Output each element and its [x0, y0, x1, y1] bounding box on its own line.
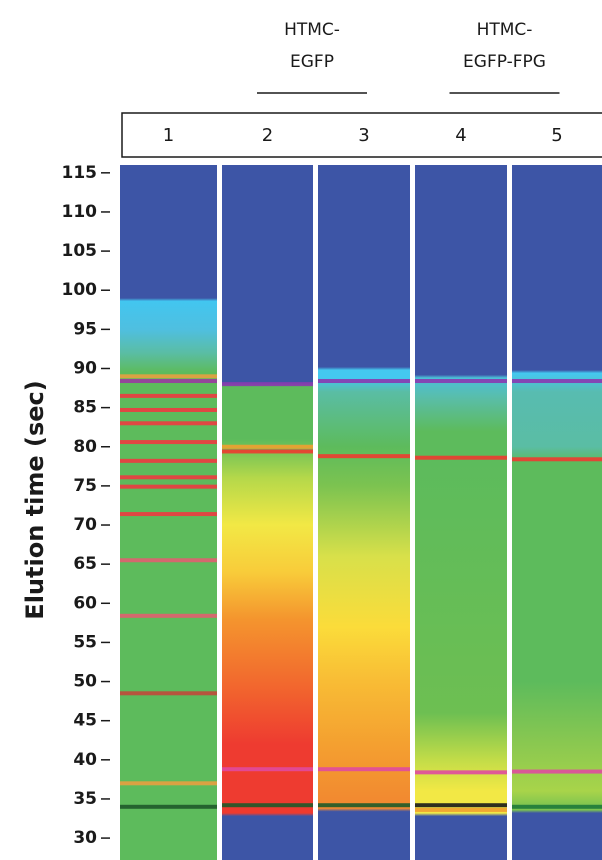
group-label: EGFP — [290, 52, 334, 72]
y-tick-label: 95 — [73, 319, 97, 339]
band — [222, 803, 313, 807]
band — [222, 809, 313, 813]
lane — [512, 165, 602, 860]
y-tick-label: 30 — [73, 828, 97, 848]
band — [415, 803, 507, 807]
band — [120, 558, 217, 562]
y-tick-label: 115 — [62, 163, 98, 183]
y-tick-label: 35 — [73, 789, 97, 809]
y-tick-label: 85 — [73, 398, 97, 418]
band — [512, 770, 602, 774]
y-tick-label: 80 — [73, 437, 97, 457]
y-tick-label: 75 — [73, 476, 97, 496]
y-tick-label: 90 — [73, 358, 97, 378]
band — [120, 408, 217, 412]
y-tick-label: 60 — [73, 593, 97, 613]
band — [120, 440, 217, 444]
gel-figure: Elution time (sec) 303540455055606570758… — [0, 0, 602, 860]
y-tick-label: 55 — [73, 632, 97, 652]
lane-label: 5 — [551, 125, 562, 146]
y-tick-label: 105 — [62, 241, 98, 261]
band — [120, 421, 217, 425]
band — [318, 454, 410, 458]
group-label: HTMC- — [284, 20, 340, 40]
y-tick-label: 70 — [73, 515, 97, 535]
band — [512, 805, 602, 809]
y-tick-label: 65 — [73, 554, 97, 574]
band — [318, 767, 410, 771]
y-tick-label: 40 — [73, 750, 97, 770]
band — [120, 781, 217, 785]
band — [120, 374, 217, 378]
y-axis-label: Elution time (sec) — [21, 380, 49, 619]
band — [120, 459, 217, 463]
y-tick-label: 50 — [73, 672, 97, 692]
lane — [318, 165, 410, 860]
band — [512, 457, 602, 461]
band — [415, 379, 507, 383]
band — [318, 803, 410, 807]
y-tick-label: 110 — [62, 202, 98, 222]
y-tick-label: 45 — [73, 711, 97, 731]
band — [222, 445, 313, 449]
band — [415, 770, 507, 774]
group-label: HTMC- — [477, 20, 533, 40]
band — [222, 767, 313, 771]
band — [222, 449, 313, 453]
band — [415, 456, 507, 460]
group-label: EGFP-FPG — [463, 52, 546, 72]
lane-label: 4 — [455, 125, 466, 146]
band — [120, 512, 217, 516]
lane — [415, 165, 507, 860]
band — [512, 379, 602, 383]
lane-label: 3 — [358, 125, 369, 146]
band — [120, 394, 217, 398]
band — [222, 382, 313, 386]
band — [120, 805, 217, 809]
lane — [222, 165, 313, 860]
band — [120, 614, 217, 618]
y-tick-label: 100 — [62, 280, 98, 300]
lane-label: 1 — [163, 125, 174, 146]
band — [120, 691, 217, 695]
band — [120, 379, 217, 383]
band — [120, 485, 217, 489]
lane-label: 2 — [262, 125, 273, 146]
band — [318, 379, 410, 383]
band — [120, 475, 217, 479]
band — [415, 808, 507, 812]
